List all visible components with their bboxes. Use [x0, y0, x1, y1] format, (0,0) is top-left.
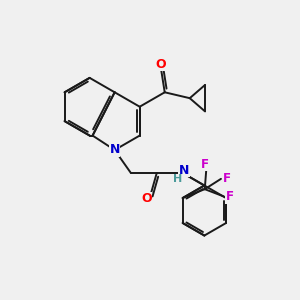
- Text: F: F: [201, 158, 209, 171]
- Text: N: N: [110, 143, 120, 157]
- Text: N: N: [179, 164, 189, 176]
- Text: F: F: [226, 190, 234, 203]
- Text: O: O: [155, 58, 166, 71]
- Text: H: H: [173, 174, 182, 184]
- Text: F: F: [223, 172, 231, 185]
- Text: O: O: [141, 192, 152, 206]
